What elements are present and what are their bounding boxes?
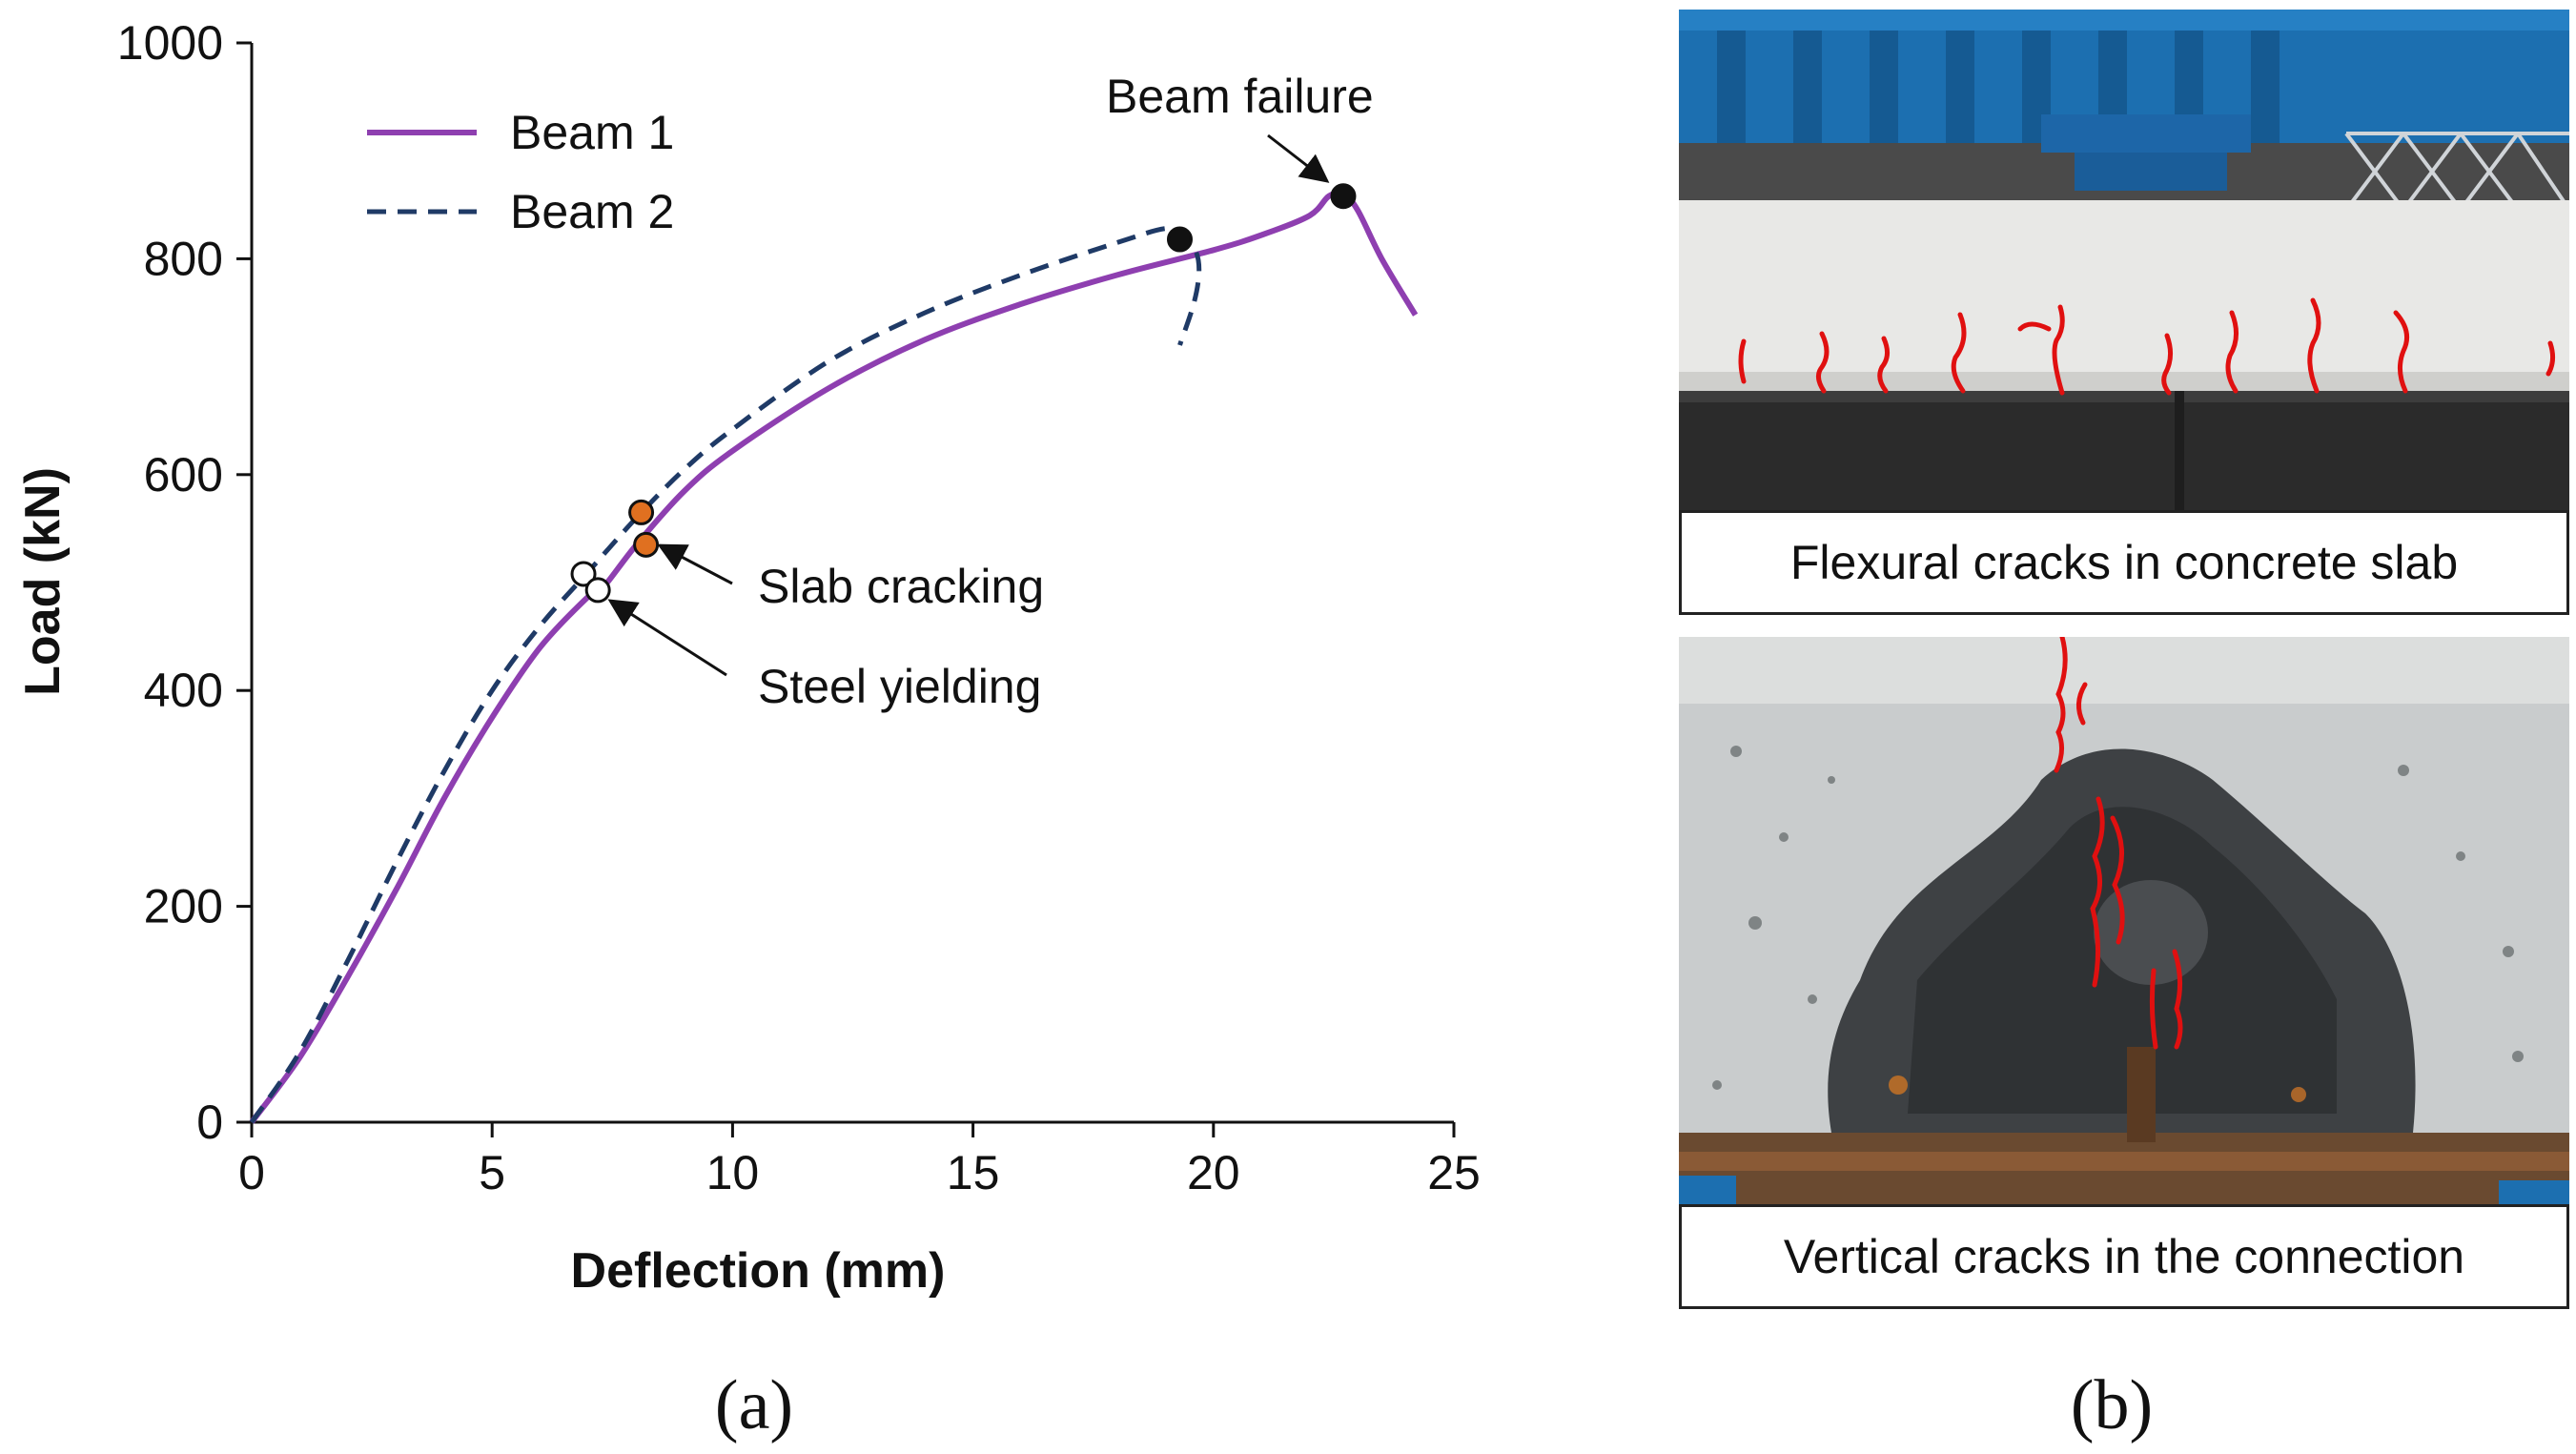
x-tick-label: 0 [238,1146,265,1199]
annotation-slab-cracking: Slab cracking [758,560,1044,613]
caption-top: Flexural cracks in concrete slab [1679,510,2569,615]
annotation-beam-failure: Beam failure [1106,70,1374,123]
marker-beam-failure [1330,183,1357,210]
marker-beam-failure [1166,226,1193,253]
y-tick-label: 600 [144,448,223,502]
panel-label-a: (a) [715,1366,793,1444]
x-tick-label: 20 [1187,1146,1240,1199]
x-tick-label: 5 [479,1146,505,1199]
legend-label-beam-2: Beam 2 [510,185,674,238]
x-tick-label: 15 [947,1146,1000,1199]
caption-bottom: Vertical cracks in the connection [1679,1204,2569,1309]
chart-markers [570,183,1357,604]
y-tick-label: 0 [196,1096,223,1149]
y-axis-label: Load (kN) [15,467,71,696]
x-tick-label: 10 [706,1146,760,1199]
photo-flexural-cracks [1679,10,2569,510]
y-tick-label: 200 [144,880,223,933]
marker-steel-yielding [570,561,597,587]
x-tick-label: 25 [1427,1146,1481,1199]
series-line-1 [249,190,1419,1124]
photo-connection-cracks-drawing [1679,637,2569,1204]
arrow-beam-failure [1267,133,1330,183]
legend: Beam 1 Beam 2 [367,106,674,238]
arrow-slab-cracking [657,543,733,585]
arrow-steel-yielding [607,599,727,677]
marker-slab-cracking [633,531,660,558]
chart-axes [250,43,1454,1124]
chart-series [249,190,1419,1124]
y-tick-label: 400 [144,664,223,717]
marker-steel-yielding [584,577,611,604]
y-tick-label: 800 [144,232,223,285]
annotation-steel-yielding: Steel yielding [758,660,1041,713]
legend-label-beam-1: Beam 1 [510,106,674,159]
panel-label-b: (b) [2071,1366,2153,1444]
photo-flexural-cracks-drawing [1679,10,2569,510]
photo-connection-cracks [1679,637,2569,1204]
y-tick-label: 1000 [117,16,223,70]
chart-ticks: 0 5 10 15 20 25 0 200 400 600 800 1000 [117,16,1481,1199]
marker-slab-cracking [628,499,655,525]
x-axis-label: Deflection (mm) [571,1243,946,1299]
